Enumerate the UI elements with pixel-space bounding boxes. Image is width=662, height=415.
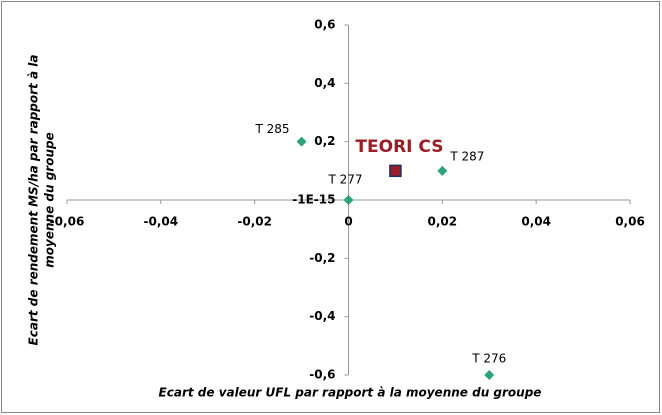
marker-diamond (484, 370, 495, 380)
x-tick-label: -0,02 (237, 215, 272, 229)
marker-diamond (343, 195, 354, 205)
y-tick-label: -0,2 (309, 251, 335, 265)
point-label: TEORI CS (355, 137, 443, 157)
point-label: T 277 (328, 173, 363, 187)
y-axis-title: moyenne du groupe (43, 132, 57, 267)
y-tick-label: 0,4 (314, 76, 335, 90)
marker-square (389, 164, 402, 178)
marker-diamond (437, 165, 448, 176)
y-tick-label: 0,2 (314, 134, 335, 148)
point-label: T 285 (255, 122, 290, 136)
x-tick-label: -0,04 (144, 215, 179, 229)
y-axis-title: Ecart de rendement MS/ha par rapport à l… (27, 55, 41, 346)
x-tick-label: 0,04 (521, 215, 551, 229)
x-tick-label: 0,02 (428, 215, 458, 229)
y-tick-label: 0,6 (314, 18, 335, 32)
x-tick-label: 0,06 (615, 215, 645, 229)
marker-diamond (296, 136, 307, 147)
y-tick-label: -0,4 (309, 309, 335, 323)
x-axis-title: Ecart de valeur UFL par rapport à la moy… (159, 386, 542, 400)
point-label: T 276 (471, 352, 506, 366)
y-tick-label: -0,6 (309, 368, 335, 382)
point-label: T 287 (449, 149, 484, 163)
x-tick-label: -0,06 (50, 215, 85, 229)
x-tick-label: 0 (344, 215, 352, 229)
y-tick-label: -1E-15 (292, 193, 335, 207)
